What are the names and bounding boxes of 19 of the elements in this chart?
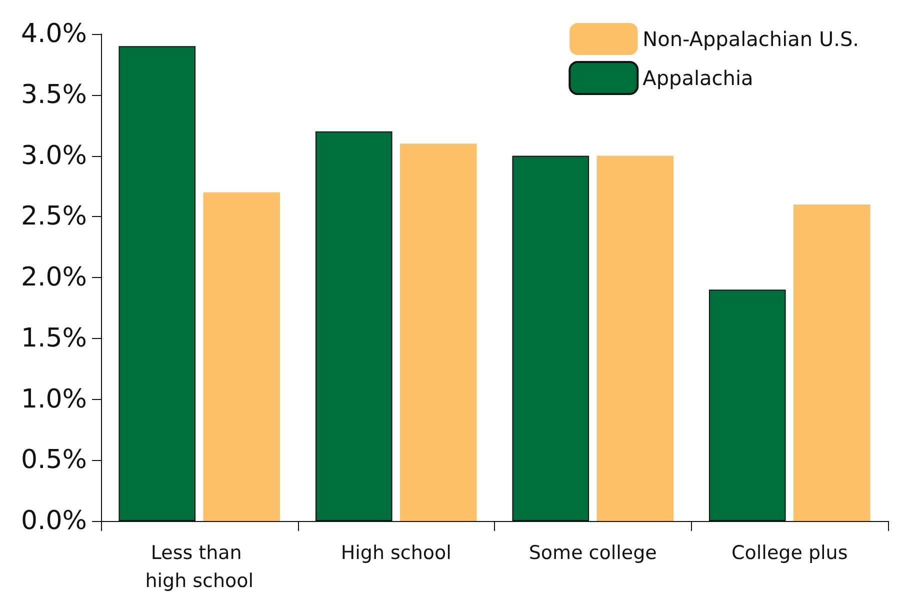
legend-label: Non-Appalachian U.S. xyxy=(642,27,859,51)
y-tick-label: 3.5% xyxy=(20,80,87,110)
y-tick-label: 2.0% xyxy=(20,262,87,292)
y-tick-label: 0.0% xyxy=(20,506,87,536)
y-tick-label: 1.5% xyxy=(20,323,87,354)
x-tick-label: College plus xyxy=(732,542,848,564)
y-tick-label: 1.0% xyxy=(20,384,87,414)
bar xyxy=(793,204,870,521)
x-tick-label: High school xyxy=(340,542,452,564)
x-tick-label: Some college xyxy=(528,542,657,564)
y-tick-label: 2.5% xyxy=(20,202,87,232)
bar xyxy=(596,156,674,521)
x-tick-label: Less than high school xyxy=(145,542,254,592)
y-tick-label: 0.5% xyxy=(20,445,87,476)
y-tick-label: 3.0% xyxy=(20,140,87,171)
y-tick-label: 4.0% xyxy=(20,19,87,49)
bar xyxy=(400,144,477,521)
legend-label: Appalachia xyxy=(642,66,754,90)
bar xyxy=(203,192,280,521)
